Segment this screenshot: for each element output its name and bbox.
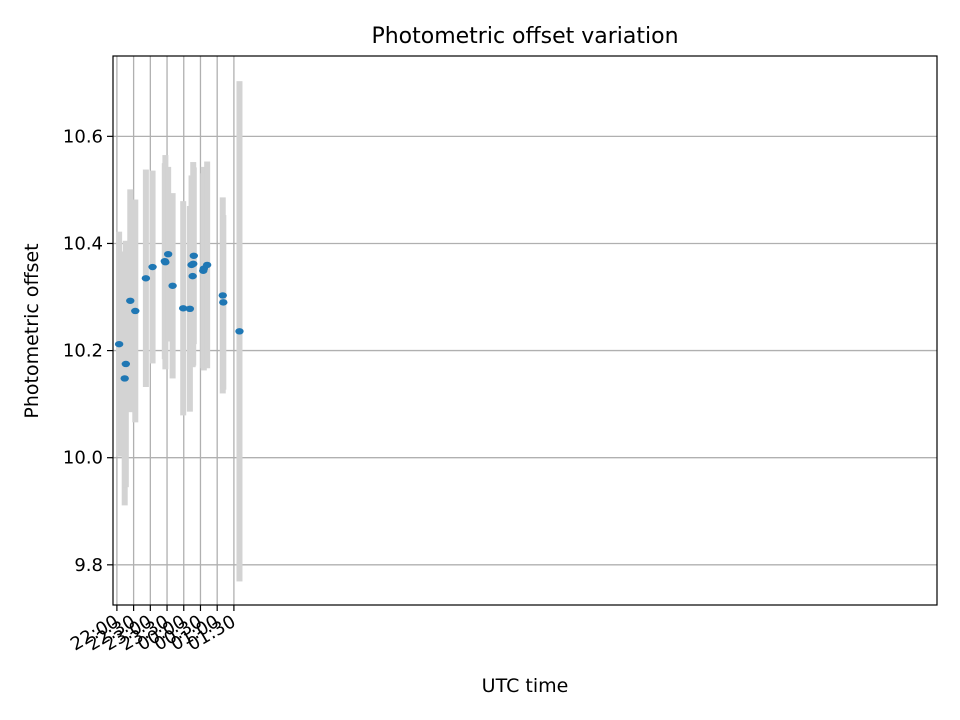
data-point xyxy=(188,272,197,280)
data-point xyxy=(141,275,151,282)
data-point xyxy=(189,260,198,268)
y-tick-label: 9.8 xyxy=(74,555,103,576)
chart-title: Photometric offset variation xyxy=(371,24,678,49)
y-tick-label: 10.6 xyxy=(63,126,103,147)
data-point xyxy=(235,328,244,335)
data-point xyxy=(219,299,228,306)
y-tick-label: 10.0 xyxy=(63,448,103,469)
error-bars xyxy=(116,81,243,582)
data-point xyxy=(185,305,195,313)
data-point xyxy=(168,282,177,289)
data-point xyxy=(121,360,131,368)
y-tick-label: 10.4 xyxy=(63,233,103,254)
data-point xyxy=(120,375,129,382)
data-point xyxy=(163,250,173,258)
y-axis-label: Photometric offset xyxy=(21,243,43,418)
data-point xyxy=(126,297,135,304)
data-point xyxy=(114,340,124,348)
data-point xyxy=(148,263,157,271)
data-point xyxy=(178,305,188,312)
data-point xyxy=(161,259,170,266)
data-point xyxy=(189,252,198,259)
y-axis-ticks: 9.8 10.0 10.2 10.4 10.6 xyxy=(63,126,113,576)
y-tick-label: 10.2 xyxy=(63,341,103,362)
data-points xyxy=(114,250,244,382)
data-point xyxy=(202,261,212,269)
data-point xyxy=(218,292,227,299)
data-point xyxy=(131,307,140,315)
x-axis-label: UTC time xyxy=(482,675,569,697)
plot-frame xyxy=(112,55,938,606)
